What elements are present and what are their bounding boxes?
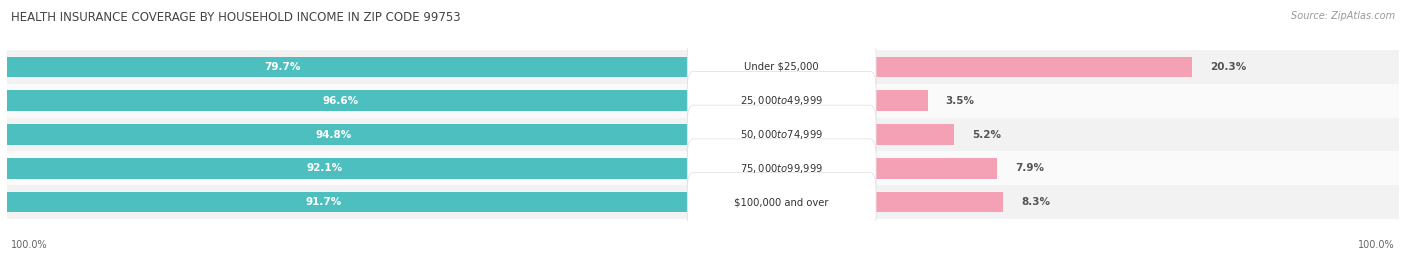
Text: $75,000 to $99,999: $75,000 to $99,999 [740,162,824,175]
Text: Source: ZipAtlas.com: Source: ZipAtlas.com [1291,11,1395,21]
Text: 5.2%: 5.2% [973,129,1001,140]
Bar [7,118,1399,151]
Bar [873,56,1192,77]
Text: 79.7%: 79.7% [264,62,299,72]
FancyBboxPatch shape [688,139,876,198]
Text: 96.6%: 96.6% [322,96,359,106]
Text: 20.3%: 20.3% [1211,62,1246,72]
Text: 3.5%: 3.5% [946,96,974,106]
Text: 91.7%: 91.7% [305,197,342,207]
Text: 8.3%: 8.3% [1021,197,1050,207]
Bar [7,192,697,213]
Bar [873,124,955,145]
Bar [7,151,1399,185]
Bar [873,158,997,179]
Text: 100.0%: 100.0% [11,240,48,250]
FancyBboxPatch shape [688,173,876,231]
Bar [7,124,697,145]
Bar [7,56,697,77]
Bar [7,84,1399,118]
Text: Under $25,000: Under $25,000 [744,62,818,72]
Text: $50,000 to $74,999: $50,000 to $74,999 [740,128,824,141]
Text: HEALTH INSURANCE COVERAGE BY HOUSEHOLD INCOME IN ZIP CODE 99753: HEALTH INSURANCE COVERAGE BY HOUSEHOLD I… [11,11,461,24]
Bar [7,158,697,179]
Bar [7,90,697,111]
FancyBboxPatch shape [688,105,876,164]
Bar [873,90,928,111]
Text: 100.0%: 100.0% [1358,240,1395,250]
Text: $25,000 to $49,999: $25,000 to $49,999 [740,94,824,107]
FancyBboxPatch shape [688,71,876,130]
Text: 92.1%: 92.1% [307,163,343,173]
Bar [7,50,1399,84]
Text: $100,000 and over: $100,000 and over [734,197,830,207]
Bar [873,192,1002,213]
Text: 94.8%: 94.8% [316,129,352,140]
FancyBboxPatch shape [688,38,876,96]
Text: 7.9%: 7.9% [1015,163,1043,173]
Bar [7,185,1399,219]
